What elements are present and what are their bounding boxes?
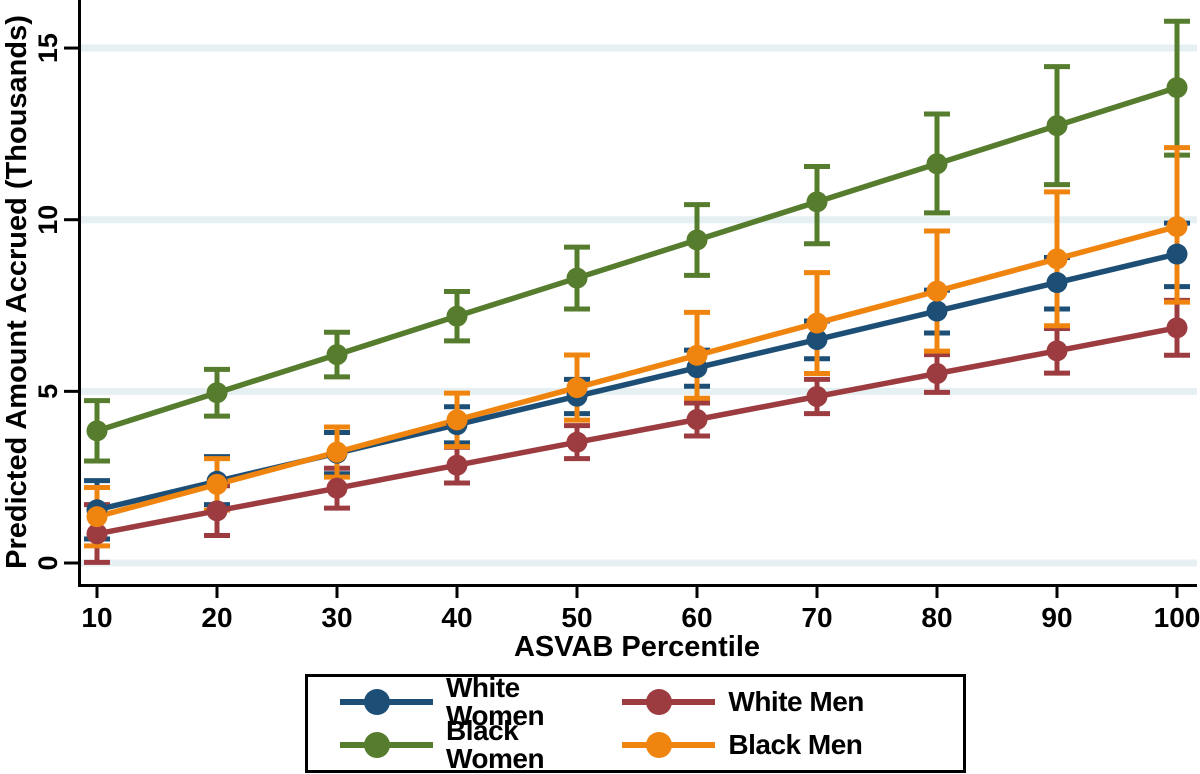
data-point <box>806 385 828 407</box>
data-point <box>926 153 948 175</box>
y-tick-label: 15 <box>33 33 63 63</box>
data-point <box>446 409 468 431</box>
x-tick-label: 100 <box>1154 602 1200 633</box>
data-point <box>1046 115 1068 137</box>
data-point <box>806 191 828 213</box>
data-point <box>446 305 468 327</box>
legend-item-black-men: Black Men <box>622 725 963 765</box>
x-tick-label: 80 <box>921 602 952 633</box>
data-point <box>806 329 828 351</box>
chart-legend: White Women White Men Black Women Black Men <box>305 674 966 773</box>
data-point <box>686 344 708 366</box>
data-point <box>326 477 348 499</box>
data-point <box>926 362 948 384</box>
x-tick-label: 50 <box>561 602 592 633</box>
data-point <box>566 431 588 453</box>
data-point <box>1166 243 1188 265</box>
data-point <box>446 454 468 476</box>
y-tick-label: 5 <box>33 384 63 399</box>
series-line-black-men <box>96 223 1178 520</box>
data-point <box>566 267 588 289</box>
legend-marker-icon <box>622 689 716 716</box>
series-line-white-men <box>96 325 1178 537</box>
data-point <box>206 500 228 522</box>
error-bars-black-women <box>84 18 1190 464</box>
markers-white-men <box>86 317 1188 545</box>
data-point <box>86 506 108 528</box>
x-tick-label: 40 <box>441 602 472 633</box>
x-tick-label: 20 <box>201 602 232 633</box>
x-tick-label: 90 <box>1041 602 1072 633</box>
legend-marker-icon <box>340 689 433 716</box>
data-point <box>1046 340 1068 362</box>
data-point <box>1166 77 1188 99</box>
x-tick-label: 10 <box>81 602 112 633</box>
data-point <box>1166 317 1188 339</box>
data-point <box>926 300 948 322</box>
legend-item-white-men: White Men <box>622 682 963 722</box>
legend-label: Black Men <box>728 728 863 760</box>
series-line-black-women <box>96 84 1178 434</box>
data-point <box>1166 216 1188 238</box>
data-point <box>686 229 708 251</box>
x-tick-label: 30 <box>321 602 352 633</box>
x-tick-label: 60 <box>681 602 712 633</box>
chart-plot: 0 5 10 15 10 20 30 40 50 60 70 80 90 100 ASVAB Percent… <box>1 0 1200 663</box>
data-point <box>86 420 108 442</box>
data-point <box>1046 248 1068 270</box>
legend-item-white-women: White Women <box>308 674 622 730</box>
data-point <box>326 441 348 463</box>
x-tick-label: 70 <box>801 602 832 633</box>
data-point <box>1046 272 1068 294</box>
data-point <box>206 473 228 495</box>
y-tick-label: 10 <box>33 205 63 235</box>
data-point <box>206 382 228 404</box>
legend-label: White Women <box>446 672 545 732</box>
data-point <box>686 409 708 431</box>
error-bars-black-men <box>84 145 1190 549</box>
x-axis-title: ASVAB Percentile <box>514 631 760 662</box>
legend-label: White Men <box>728 686 864 718</box>
data-point <box>806 312 828 334</box>
data-point <box>326 344 348 366</box>
data-point <box>926 280 948 302</box>
legend-item-black-women: Black Women <box>308 716 622 772</box>
markers-black-women <box>86 77 1188 442</box>
legend-marker-icon <box>622 731 716 758</box>
markers-black-men <box>86 216 1188 528</box>
legend-marker-icon <box>340 731 433 758</box>
legend-label: Black Women <box>446 714 545 774</box>
y-tick-label: 0 <box>33 555 63 570</box>
data-point <box>566 377 588 399</box>
data-point <box>86 523 108 545</box>
y-axis-title: Predicted Amount Accrued (Thousands) <box>1 15 33 569</box>
